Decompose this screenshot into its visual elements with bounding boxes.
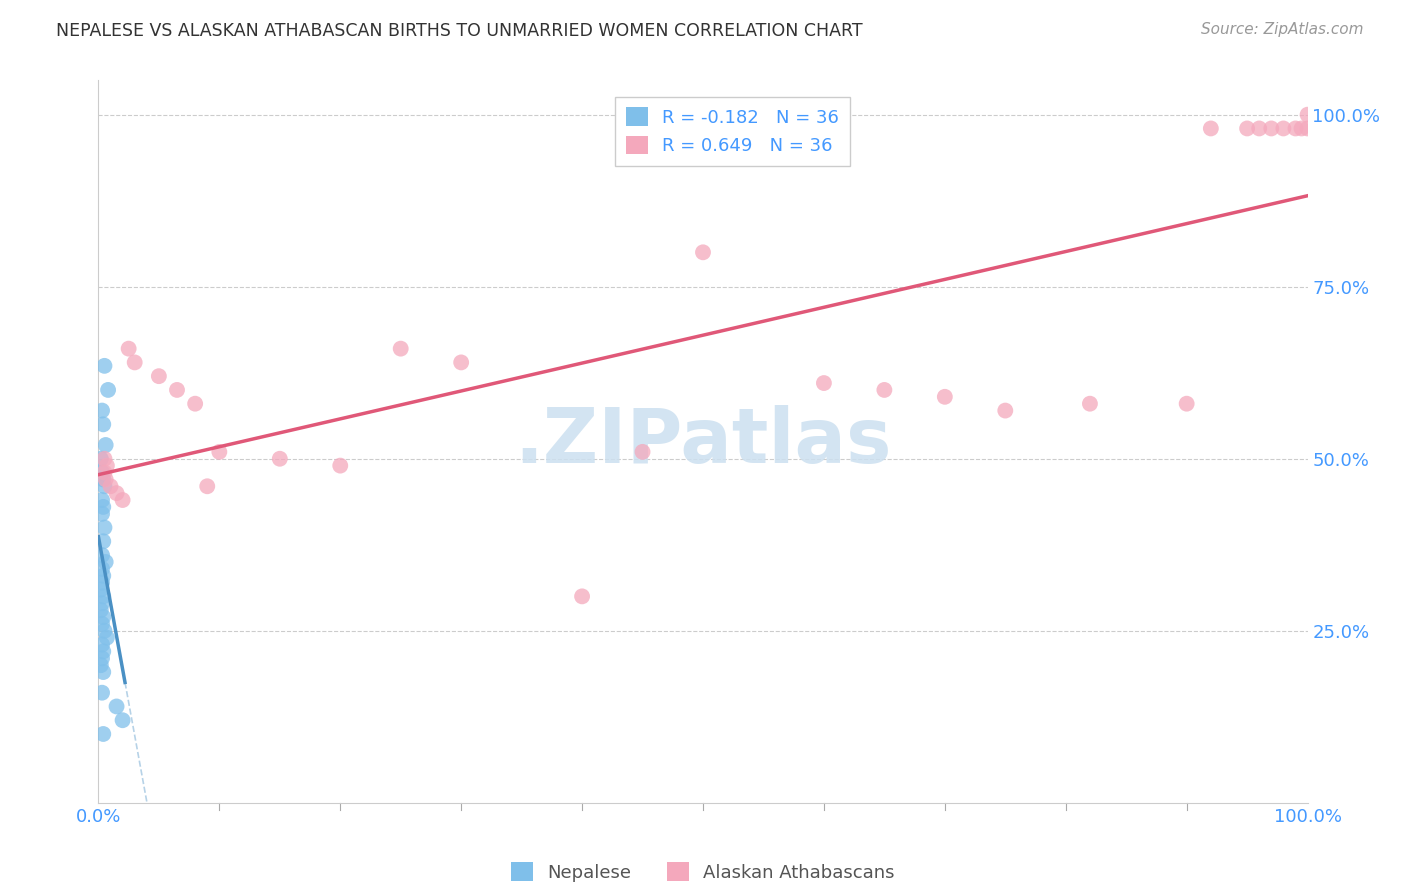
Point (1272, 121, 1295, 136)
Point (90, 603, 112, 617)
Point (148, 369, 170, 384)
Point (934, 390, 956, 404)
Point (93, 479, 115, 493)
Point (91, 466, 114, 480)
Point (111, 713, 134, 727)
Point (389, 342, 412, 356)
Point (1199, 121, 1222, 136)
Point (1078, 397, 1101, 411)
Point (96, 458, 118, 473)
Point (96, 631, 118, 645)
Point (118, 342, 141, 356)
Point (571, 590, 593, 604)
Point (1296, 108, 1319, 122)
Point (450, 355, 472, 369)
Point (91, 727, 114, 741)
Point (90, 451, 112, 466)
Point (813, 376, 835, 390)
Point (105, 699, 128, 714)
Point (91, 596, 114, 610)
Point (873, 383, 896, 397)
Point (93, 451, 115, 466)
Point (93, 624, 115, 638)
Point (1291, 121, 1313, 136)
Point (91, 665, 114, 679)
Point (91, 590, 114, 604)
Point (91, 638, 114, 652)
Point (90, 582, 112, 597)
Point (269, 451, 291, 466)
Point (91, 493, 114, 508)
Point (166, 383, 188, 397)
Point (94, 472, 117, 486)
Point (111, 493, 134, 508)
Point (1249, 121, 1271, 136)
Point (1260, 121, 1282, 136)
Point (91, 534, 114, 549)
Point (91, 562, 114, 576)
Point (692, 245, 714, 260)
Legend: Nepalese, Alaskan Athabascans: Nepalese, Alaskan Athabascans (503, 855, 903, 889)
Text: .ZIPatlas: .ZIPatlas (515, 405, 891, 478)
Point (91, 651, 114, 665)
Point (91, 616, 114, 631)
Point (91, 610, 114, 624)
Point (1296, 121, 1319, 136)
Text: Source: ZipAtlas.com: Source: ZipAtlas.com (1201, 22, 1364, 37)
Point (97, 383, 120, 397)
Point (91, 548, 114, 562)
Point (631, 445, 654, 459)
Point (91, 568, 114, 582)
Point (90, 658, 112, 673)
Point (91, 417, 114, 432)
Point (93, 520, 115, 534)
Point (994, 403, 1017, 417)
Point (208, 445, 231, 459)
Point (1284, 121, 1306, 136)
Point (100, 479, 122, 493)
Point (91, 403, 114, 417)
Point (124, 355, 146, 369)
Point (195, 479, 218, 493)
Point (91, 472, 114, 486)
Point (91, 686, 114, 700)
Point (94, 438, 117, 452)
Point (91, 507, 114, 521)
Point (1175, 397, 1198, 411)
Point (105, 486, 128, 500)
Text: NEPALESE VS ALASKAN ATHABASCAN BIRTHS TO UNMARRIED WOMEN CORRELATION CHART: NEPALESE VS ALASKAN ATHABASCAN BIRTHS TO… (56, 22, 863, 40)
Point (91, 500, 114, 514)
Point (93, 466, 115, 480)
Point (184, 397, 207, 411)
Point (93, 359, 115, 373)
Point (1236, 121, 1258, 136)
Point (329, 458, 352, 473)
Point (94, 555, 117, 569)
Point (91, 644, 114, 658)
Point (91, 575, 114, 590)
